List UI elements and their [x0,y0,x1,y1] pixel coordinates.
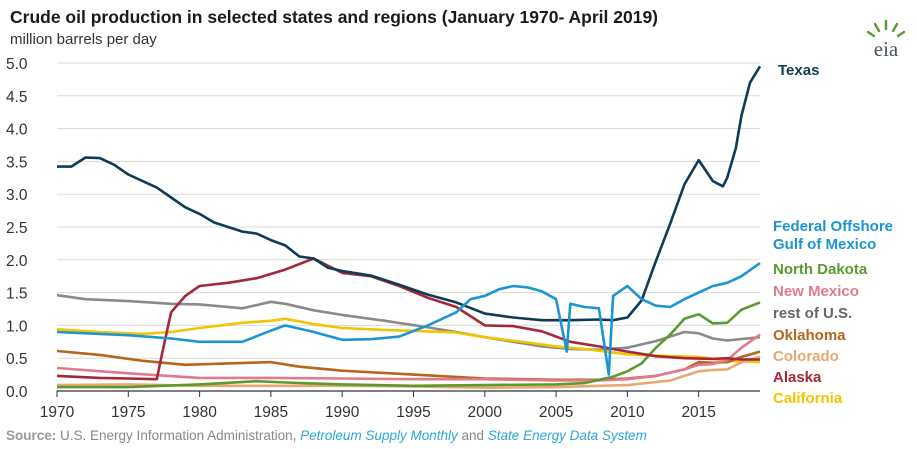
y-tick-label: 1.5 [6,286,28,303]
series-label-federal-offshore-gulf-of-mexico: Federal Offshore [773,218,893,235]
series-line-colorado [56,355,761,389]
series-line-rest-of-u-s [56,293,761,351]
x-tick-label: 2000 [468,404,503,421]
series-label-colorado: Colorado [773,348,839,365]
source-link-seds[interactable]: State Energy Data System [487,428,647,443]
y-tick-label: 3.0 [6,187,28,204]
y-gridlines [57,62,760,359]
logo-rays-icon [866,19,906,38]
series-line-federal-offshore-gulf-of-mexico [56,262,761,376]
series-label-new-mexico: New Mexico [773,283,859,300]
x-tick-label: 1990 [325,404,360,421]
series-label-texas: Texas [778,62,819,79]
y-axis-ticks: 0.0 0.5 1.0 1.5 2.0 2.5 3.0 3.5 4.0 4.5 5.0 [6,56,28,401]
y-tick-label: 2.0 [6,253,28,270]
source-text: U.S. Energy Information Administration, [60,428,297,443]
y-tick-label: 1.0 [6,318,28,335]
source-and: and [461,428,485,443]
source-label: Source: [6,428,57,443]
series-line-north-dakota [57,301,761,389]
source-link-psm[interactable]: Petroleum Supply Monthly [300,428,458,443]
y-tick-label: 4.5 [6,89,28,106]
y-tick-label: 4.0 [6,122,28,139]
series-label-california: California [773,390,843,407]
y-tick-label: 0.5 [6,351,28,368]
y-tick-label: 2.5 [6,220,28,237]
series-label-federal-offshore-gulf-of-mexico: Gulf of Mexico [773,236,876,253]
x-tick-label: 1985 [254,404,288,421]
x-tick-label: 1970 [40,404,75,421]
series-lines [56,65,762,389]
y-tick-label: 0.0 [6,384,28,401]
logo-text: eia [874,37,899,61]
x-tick-label: 2015 [681,404,715,421]
x-tick-label: 1975 [111,404,145,421]
x-tick-label: 1980 [182,404,217,421]
x-axis-ticks: 1970 1975 1980 1985 1990 1995 2000 2005 2010 2015 [40,391,716,421]
x-tick-label: 1995 [396,404,430,421]
series-line-texas [57,65,762,322]
series-label-alaska: Alaska [773,369,822,386]
y-axis-unit-label: million barrels per day [10,31,157,48]
series-label-north-dakota: North Dakota [773,261,868,278]
series-label-oklahoma: Oklahoma [773,327,846,344]
source-note: Source: U.S. Energy Information Administ… [6,428,647,443]
x-tick-label: 2010 [610,404,645,421]
x-tick-label: 2005 [539,404,573,421]
y-tick-label: 3.5 [6,154,28,171]
series-line-alaska [56,257,760,381]
chart-title: Crude oil production in selected states … [10,7,659,27]
eia-logo: eia [866,19,906,61]
y-tick-label: 5.0 [6,56,28,73]
series-label-rest-of-u-s: rest of U.S. [773,305,852,322]
